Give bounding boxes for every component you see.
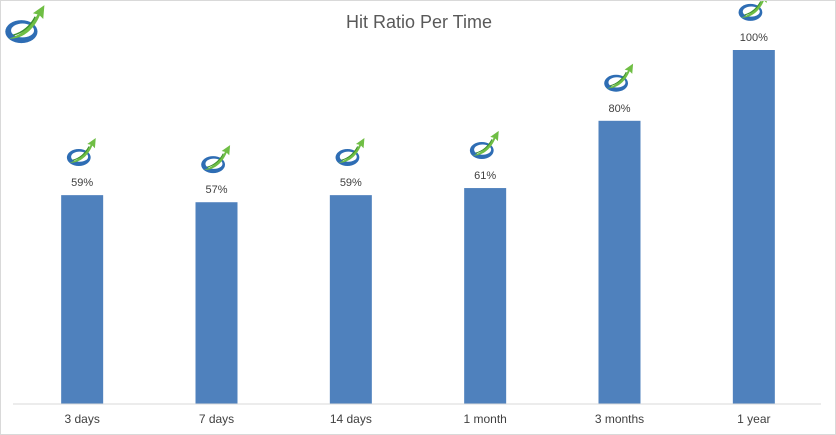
x-tick-label-2: 14 days bbox=[330, 412, 372, 426]
x-tick-label-1: 7 days bbox=[199, 412, 234, 426]
chart-title: Hit Ratio Per Time bbox=[346, 12, 492, 32]
x-tick-label-4: 3 months bbox=[595, 412, 644, 426]
data-label-3: 61% bbox=[474, 170, 496, 182]
bar-3 bbox=[464, 188, 507, 404]
data-label-1: 57% bbox=[205, 184, 227, 196]
bar-logo-icon-5 bbox=[738, 1, 768, 22]
bar-logo-icon-0 bbox=[66, 137, 97, 167]
bar-4 bbox=[598, 120, 641, 405]
bars-group: 59% 3 days 57% 7 days 59% 14 days 61% 1 month 80… bbox=[61, 1, 775, 426]
bar-0 bbox=[61, 195, 104, 404]
data-label-4: 80% bbox=[608, 103, 630, 115]
x-tick-label-0: 3 days bbox=[64, 412, 99, 426]
bar-5 bbox=[732, 50, 775, 404]
bar-logo-icon-4 bbox=[603, 63, 634, 93]
bar-1 bbox=[195, 202, 238, 404]
bar-logo-icon-1 bbox=[200, 144, 231, 174]
data-label-2: 59% bbox=[340, 177, 362, 189]
data-label-0: 59% bbox=[71, 177, 93, 189]
bar-2 bbox=[329, 195, 372, 404]
bar-logo-icon-2 bbox=[335, 137, 365, 167]
bar-logo-icon-3 bbox=[469, 130, 500, 160]
x-tick-label-3: 1 month bbox=[463, 412, 506, 426]
x-tick-label-5: 1 year bbox=[737, 412, 770, 426]
data-label-5: 100% bbox=[740, 32, 768, 44]
corner-logo-icon bbox=[4, 4, 46, 44]
